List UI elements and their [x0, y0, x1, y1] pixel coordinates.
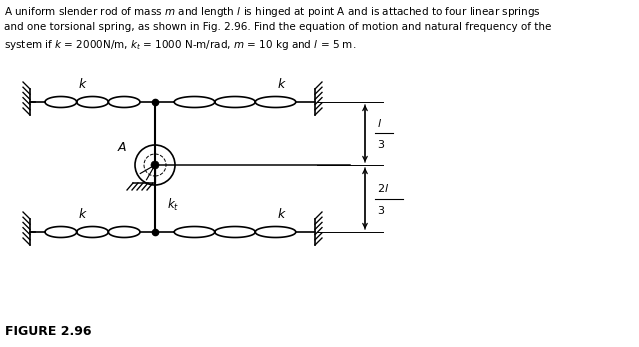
Text: and one torsional spring, as shown in Fig. 2.96. Find the equation of motion and: and one torsional spring, as shown in Fi…	[4, 22, 551, 32]
Text: A uniform slender rod of mass $m$ and length $l$ is hinged at point A and is att: A uniform slender rod of mass $m$ and le…	[4, 5, 541, 19]
Text: $k$: $k$	[277, 77, 287, 91]
Text: $2l$: $2l$	[377, 183, 389, 195]
Text: $l$: $l$	[377, 118, 382, 129]
Text: $3$: $3$	[377, 203, 385, 215]
Text: $A$: $A$	[117, 141, 127, 154]
Circle shape	[151, 161, 159, 169]
Text: $k$: $k$	[277, 207, 287, 221]
Text: $k$: $k$	[79, 207, 88, 221]
Text: $k_t$: $k_t$	[167, 197, 180, 213]
Text: system if $k$ = 2000N/m, $k_t$ = 1000 N-m/rad, $m$ = 10 kg and $l$ = 5 m.: system if $k$ = 2000N/m, $k_t$ = 1000 N-…	[4, 38, 357, 52]
Text: $3$: $3$	[377, 138, 385, 151]
Text: $k$: $k$	[79, 77, 88, 91]
Text: FIGURE 2.96: FIGURE 2.96	[5, 325, 91, 338]
